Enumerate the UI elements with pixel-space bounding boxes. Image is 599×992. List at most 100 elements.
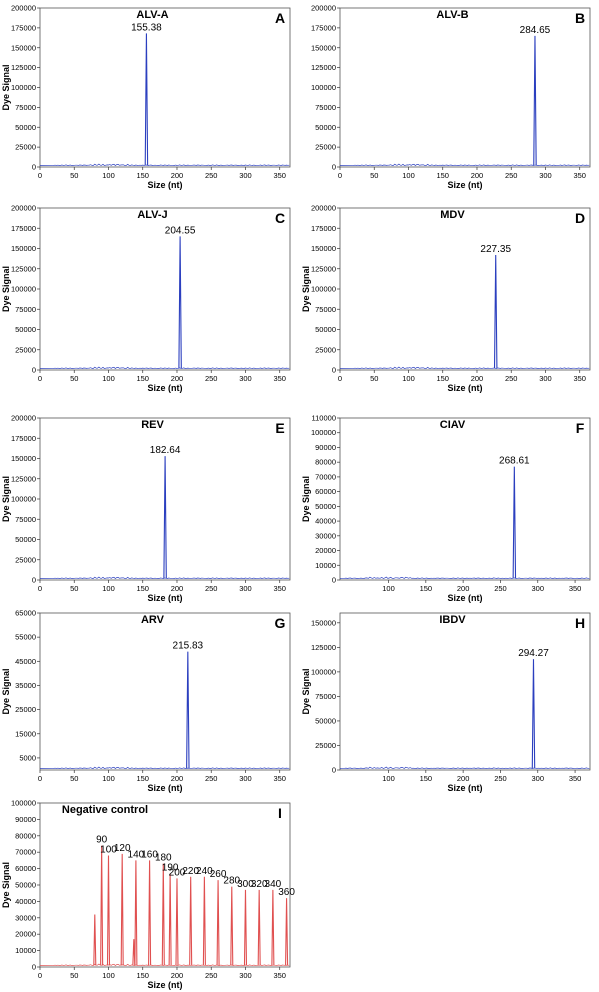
baseline-trace [39,366,290,369]
x-tick-label: 300 [239,584,252,593]
x-axis-label: Size (nt) [448,180,483,190]
x-tick-label: 50 [70,584,78,593]
y-tick-label: 25000 [15,143,36,152]
x-axis-label: Size (nt) [148,980,183,990]
y-tick-label: 200000 [311,204,336,213]
y-tick-label: 50000 [315,325,336,334]
x-tick-label: 100 [102,374,115,383]
y-tick-label: 70000 [15,848,36,857]
y-axis-label: Dye Signal [1,862,11,908]
x-tick-label: 250 [205,971,218,980]
ladder-label: 120 [114,843,131,854]
ladder-label: 190 [162,863,179,874]
panel-letter: B [575,10,585,26]
y-tick-label: 25000 [15,555,36,564]
y-tick-label: 50000 [15,123,36,132]
y-tick-label: 0 [332,576,336,585]
y-tick-label: 35000 [15,681,36,690]
y-tick-label: 60000 [315,487,336,496]
x-tick-label: 150 [420,774,433,783]
x-tick-label: 100 [102,971,115,980]
x-tick-label: 250 [205,584,218,593]
ladder-label: 360 [278,887,295,898]
x-tick-label: 0 [38,971,42,980]
y-tick-label: 200000 [311,4,336,13]
x-tick-label: 150 [136,374,149,383]
y-tick-label: 70000 [315,472,336,481]
y-tick-label: 175000 [311,224,336,233]
y-tick-label: 125000 [311,643,336,652]
panel-letter: A [275,10,285,26]
chart-title: REV [141,419,164,431]
x-tick-label: 250 [205,774,218,783]
ladder-peak [216,880,220,966]
y-tick-label: 200000 [11,414,36,423]
x-tick-label: 350 [273,584,286,593]
y-tick-label: 50000 [315,123,336,132]
y-tick-label: 200000 [11,4,36,13]
peak [533,35,537,166]
baseline-trace [339,766,590,769]
y-tick-label: 0 [332,366,336,375]
x-axis-label: Size (nt) [448,383,483,393]
y-tick-label: 100000 [311,667,336,676]
x-tick-label: 300 [239,374,252,383]
y-tick-label: 5000 [19,753,36,762]
y-tick-label: 10000 [15,946,36,955]
plot-frame [339,612,591,771]
y-tick-label: 100000 [11,285,36,294]
ladder-peak [230,886,234,966]
x-axis-label: Size (nt) [148,783,183,793]
y-tick-label: 60000 [15,864,36,873]
y-tick-label: 50000 [315,502,336,511]
y-tick-label: 75000 [15,103,36,112]
x-tick-label: 150 [136,171,149,180]
x-tick-label: 300 [532,584,545,593]
y-tick-label: 100000 [311,428,336,437]
chart-panel-a: 0 25000 50000 75000 100000 125000 150000 175000… [1,4,291,190]
x-tick-label: 100 [402,374,415,383]
peak-label: 294.27 [518,648,549,659]
ladder-peak [148,860,152,966]
ladder-peak [120,853,124,966]
y-tick-label: 80000 [15,831,36,840]
panel-letter: H [575,615,585,631]
x-tick-label: 50 [370,171,378,180]
ladder-label: 340 [265,879,282,890]
ladder-label: 100 [100,844,117,855]
y-tick-label: 25000 [315,143,336,152]
y-tick-label: 125000 [11,264,36,273]
panel-letter: D [575,210,585,226]
peak-label: 182.64 [150,445,181,456]
y-tick-label: 15000 [15,729,36,738]
y-tick-label: 175000 [11,23,36,32]
y-tick-label: 100000 [11,495,36,504]
x-axis-label: Size (nt) [148,180,183,190]
ladder-peak [202,876,206,966]
x-tick-label: 250 [205,374,218,383]
y-axis-label: Dye Signal [1,668,11,714]
plot-frame [39,612,291,771]
y-tick-label: 75000 [315,692,336,701]
y-tick-label: 30000 [15,913,36,922]
x-axis-label: Size (nt) [448,783,483,793]
panel-letter: I [278,805,282,821]
x-tick-label: 0 [38,584,42,593]
x-tick-label: 300 [239,171,252,180]
ladder-peak [168,873,172,966]
x-tick-label: 350 [569,584,582,593]
chart-panel-c: 0 25000 50000 75000 100000 125000 150000 175000… [1,204,291,393]
y-tick-label: 125000 [11,63,36,72]
x-tick-label: 50 [70,971,78,980]
plot-frame [339,207,591,371]
chart-title: ALV-B [436,9,468,21]
y-tick-label: 25000 [315,741,336,750]
y-tick-label: 100000 [11,799,36,808]
ladder-label: 200 [169,867,186,878]
x-tick-label: 200 [171,584,184,593]
y-tick-label: 75000 [15,515,36,524]
y-tick-label: 200000 [11,204,36,213]
peak [493,254,498,369]
x-tick-label: 50 [370,374,378,383]
y-tick-label: 100000 [11,83,36,92]
